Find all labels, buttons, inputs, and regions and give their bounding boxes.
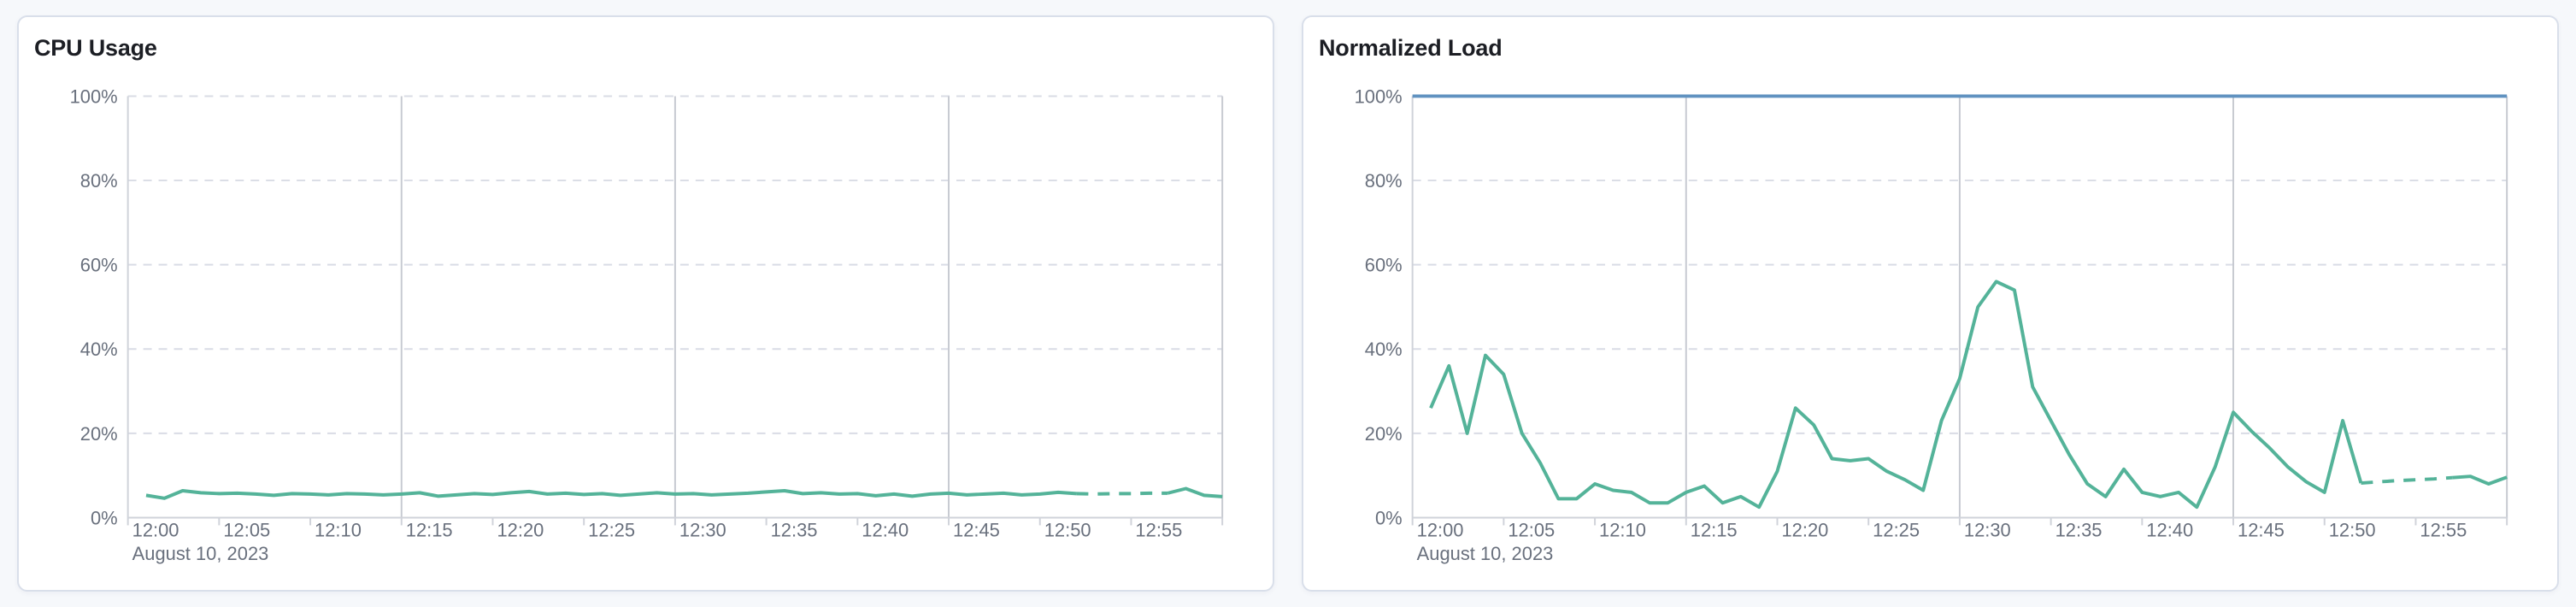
svg-text:12:10: 12:10 bbox=[1599, 519, 1646, 540]
svg-text:August 10, 2023: August 10, 2023 bbox=[132, 543, 269, 564]
svg-text:60%: 60% bbox=[80, 255, 118, 276]
svg-text:12:50: 12:50 bbox=[2329, 519, 2376, 540]
svg-text:12:35: 12:35 bbox=[2056, 519, 2103, 540]
svg-text:12:30: 12:30 bbox=[679, 519, 726, 540]
normalized-load-canvas: 12:00 12:05 12:10 12:15 12:20 12:25 12:30 12:35… bbox=[1355, 85, 2508, 564]
svg-text:12:55: 12:55 bbox=[2420, 519, 2467, 540]
svg-text:12:15: 12:15 bbox=[1691, 519, 1738, 540]
svg-text:20%: 20% bbox=[80, 423, 118, 445]
svg-text:12:55: 12:55 bbox=[1135, 519, 1182, 540]
normalized-load-panel: Normalized Load 12:00 12:05 12:10 12:15 12:2… bbox=[1302, 15, 2559, 592]
svg-text:August 10, 2023: August 10, 2023 bbox=[1417, 543, 1554, 564]
normalized-load-chart[interactable]: 12:00 12:05 12:10 12:15 12:20 12:25 12:30 12:35… bbox=[1303, 17, 2557, 590]
svg-text:12:45: 12:45 bbox=[953, 519, 1000, 540]
svg-text:12:20: 12:20 bbox=[497, 519, 544, 540]
svg-text:12:00: 12:00 bbox=[1417, 519, 1464, 540]
svg-text:40%: 40% bbox=[1365, 339, 1403, 360]
svg-text:100%: 100% bbox=[70, 85, 118, 107]
panel-title-normalized-load: Normalized Load bbox=[1319, 35, 1503, 61]
cpu-usage-panel: CPU Usage 12:00 12:05 12:10 12:15 12:20 12:25… bbox=[17, 15, 1274, 592]
svg-text:12:05: 12:05 bbox=[223, 519, 270, 540]
svg-text:12:15: 12:15 bbox=[406, 519, 453, 540]
svg-text:12:10: 12:10 bbox=[315, 519, 362, 540]
svg-text:12:30: 12:30 bbox=[1964, 519, 2011, 540]
svg-text:80%: 80% bbox=[1365, 170, 1403, 192]
svg-text:12:40: 12:40 bbox=[2146, 519, 2193, 540]
svg-text:0%: 0% bbox=[91, 507, 118, 528]
cpu-usage-chart[interactable]: 12:00 12:05 12:10 12:15 12:20 12:25 12:30 12:35… bbox=[19, 17, 1273, 590]
svg-text:12:50: 12:50 bbox=[1044, 519, 1091, 540]
svg-text:40%: 40% bbox=[80, 339, 118, 360]
panel-title-cpu-usage: CPU Usage bbox=[34, 35, 157, 61]
cpu-usage-canvas: 12:00 12:05 12:10 12:15 12:20 12:25 12:30 12:35… bbox=[70, 85, 1224, 564]
svg-text:80%: 80% bbox=[80, 170, 118, 192]
svg-text:100%: 100% bbox=[1355, 85, 1403, 107]
svg-text:0%: 0% bbox=[1375, 507, 1403, 528]
svg-text:12:25: 12:25 bbox=[1873, 519, 1920, 540]
svg-text:12:45: 12:45 bbox=[2238, 519, 2285, 540]
svg-text:20%: 20% bbox=[1365, 423, 1403, 445]
svg-text:12:05: 12:05 bbox=[1508, 519, 1555, 540]
svg-text:12:20: 12:20 bbox=[1781, 519, 1828, 540]
svg-text:12:00: 12:00 bbox=[132, 519, 179, 540]
svg-text:12:40: 12:40 bbox=[862, 519, 909, 540]
svg-text:12:25: 12:25 bbox=[588, 519, 635, 540]
svg-text:12:35: 12:35 bbox=[771, 519, 818, 540]
svg-text:60%: 60% bbox=[1365, 255, 1403, 276]
